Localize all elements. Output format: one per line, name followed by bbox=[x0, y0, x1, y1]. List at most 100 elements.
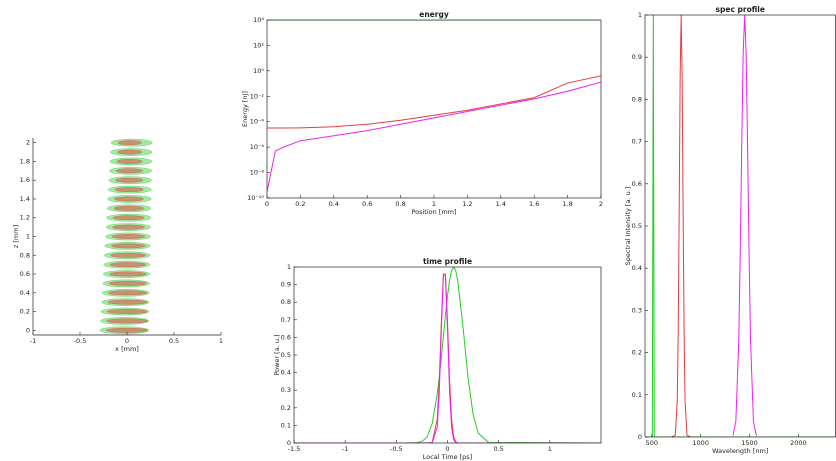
y-tick-label: 0.9 bbox=[281, 281, 291, 289]
beam-slice bbox=[112, 224, 145, 230]
y-axis-label: Spectral Intensity [a. u.] bbox=[624, 187, 632, 266]
axes: -1.5 -1 -0.5 0 0.5 1 0 0.1 0.2 0.3 0.4 0.5 0.6 0.7 0.8… bbox=[273, 257, 602, 461]
y-tick-label: 1 bbox=[287, 263, 291, 271]
series-line bbox=[732, 15, 757, 436]
chart-title: time profile bbox=[423, 257, 472, 266]
axes: 500 1000 1500 2000 0 0.1 0.2 0.3 0.4 0.5 0.6 0.7 0.8… bbox=[624, 5, 836, 455]
beam-slice bbox=[114, 187, 144, 192]
y-tick-label: 0.6 bbox=[632, 180, 642, 188]
y-tick-label: 0.4 bbox=[281, 369, 291, 377]
y-tick-label: 0.8 bbox=[632, 95, 642, 103]
axes: 0 0.2 0.4 0.6 0.8 1 1.2 1.4 1.6 1.8 2 10⁻¹⁰ 10⁻⁸ 10⁻⁶… bbox=[241, 10, 603, 216]
beam-slice bbox=[111, 234, 146, 239]
chart-title: spec profile bbox=[716, 5, 765, 14]
axes-box bbox=[293, 266, 602, 444]
beam-slice bbox=[112, 215, 145, 221]
series-line bbox=[267, 75, 601, 129]
beam-slice bbox=[117, 140, 142, 146]
y-tick-label: 10⁻⁴ bbox=[250, 118, 265, 126]
beam-slice bbox=[106, 318, 149, 324]
x-tick-label: -0.5 bbox=[74, 337, 87, 345]
y-tick-label: 0.8 bbox=[20, 251, 30, 259]
y-tick-label: 0.6 bbox=[281, 333, 291, 341]
beam-slice bbox=[111, 243, 146, 249]
y-tick-label: 10² bbox=[253, 41, 264, 49]
beam-slice bbox=[114, 196, 144, 202]
y-tick-label: 0.2 bbox=[281, 404, 291, 412]
x-tick-label: 0.5 bbox=[493, 445, 503, 453]
y-tick-label: 0.5 bbox=[281, 351, 291, 359]
y-tick-label: 10⁰ bbox=[253, 67, 264, 75]
series-line bbox=[294, 267, 601, 443]
y-tick-label: 1.2 bbox=[20, 214, 30, 222]
plot-area bbox=[267, 20, 601, 193]
y-tick-label: 0.5 bbox=[632, 222, 642, 230]
y-tick-label: 0 bbox=[26, 326, 30, 334]
y-tick-label: 0.9 bbox=[632, 53, 642, 61]
x-tick-label: 0.8 bbox=[395, 200, 405, 208]
y-tick-label: 0.3 bbox=[632, 306, 642, 314]
x-tick-label: 0.4 bbox=[329, 200, 339, 208]
y-tick-label: 0.7 bbox=[281, 316, 291, 324]
x-tick-label: 1.2 bbox=[462, 200, 472, 208]
y-tick-label: 0.1 bbox=[281, 421, 291, 429]
x-tick-label: 0 bbox=[125, 337, 129, 345]
plot-area bbox=[294, 267, 601, 443]
y-tick-label: 0.4 bbox=[632, 264, 642, 272]
x-tick-label: -0.5 bbox=[390, 445, 403, 453]
x-tick-label: -1.5 bbox=[288, 445, 301, 453]
plot-area bbox=[99, 138, 153, 335]
beam-slice bbox=[108, 290, 148, 296]
y-tick-label: 0.2 bbox=[20, 308, 30, 316]
y-tick-label: 1 bbox=[26, 233, 30, 241]
y-tick-label: 0.1 bbox=[632, 391, 642, 399]
x-tick-label: 0.5 bbox=[169, 337, 179, 345]
beam-slice bbox=[106, 309, 148, 314]
x-tick-label: 2000 bbox=[790, 439, 807, 447]
y-tick-label: 10⁻¹⁰ bbox=[247, 194, 264, 202]
beam-slice bbox=[108, 281, 147, 286]
x-axis-label: Wavelength [nm] bbox=[712, 447, 768, 455]
y-tick-label: 0.7 bbox=[632, 138, 642, 146]
x-tick-label: 1 bbox=[432, 200, 436, 208]
x-tick-label: -1 bbox=[342, 445, 348, 453]
y-tick-label: 10⁻² bbox=[250, 92, 265, 100]
y-tick-label: 0.2 bbox=[632, 349, 642, 357]
beam-slice bbox=[117, 149, 143, 155]
series-line bbox=[671, 15, 692, 437]
x-tick-label: 1.8 bbox=[562, 200, 572, 208]
x-tick-label: 0.2 bbox=[295, 200, 305, 208]
y-tick-label: 0 bbox=[638, 433, 642, 441]
beam-slice bbox=[113, 205, 145, 211]
beam-slice bbox=[110, 252, 146, 258]
x-tick-label: 0.6 bbox=[362, 200, 372, 208]
y-tick-label: 0.8 bbox=[281, 298, 291, 306]
x-tick-label: 1.4 bbox=[496, 200, 506, 208]
y-tick-label: 10⁴ bbox=[253, 16, 264, 24]
x-axis-label: Position [mm] bbox=[411, 208, 456, 216]
x-axis-label: Local Time [ps] bbox=[423, 453, 472, 461]
axes: -1 -0.5 0 0.5 1 0 0.2 0.4 0.6 0.8 1 1.2 1.4 1.6 1.8 2 x … bbox=[12, 138, 223, 353]
y-tick-label: 1.8 bbox=[20, 157, 30, 165]
y-tick-label: 10⁻⁶ bbox=[250, 143, 265, 151]
y-tick-label: 0.3 bbox=[281, 386, 291, 394]
x-tick-label: 0 bbox=[265, 200, 269, 208]
beam-slice bbox=[109, 262, 147, 268]
series-line bbox=[267, 81, 601, 193]
y-tick-label: 0.4 bbox=[20, 289, 30, 297]
x-tick-label: 500 bbox=[646, 439, 658, 447]
beam-slice bbox=[105, 327, 149, 333]
beam-slice bbox=[116, 159, 143, 164]
y-tick-label: 10⁻⁸ bbox=[250, 169, 265, 177]
y-axis-label: Power [a. u.] bbox=[273, 334, 281, 375]
axes-box bbox=[266, 19, 602, 199]
y-tick-label: 1 bbox=[638, 11, 642, 19]
x-tick-label: -1 bbox=[30, 337, 36, 345]
y-tick-label: 2 bbox=[26, 139, 30, 147]
x-tick-label: 1000 bbox=[692, 439, 709, 447]
x-axis-label: x [mm] bbox=[115, 345, 139, 353]
beam-slice bbox=[109, 271, 147, 277]
x-tick-label: 1.6 bbox=[529, 200, 539, 208]
